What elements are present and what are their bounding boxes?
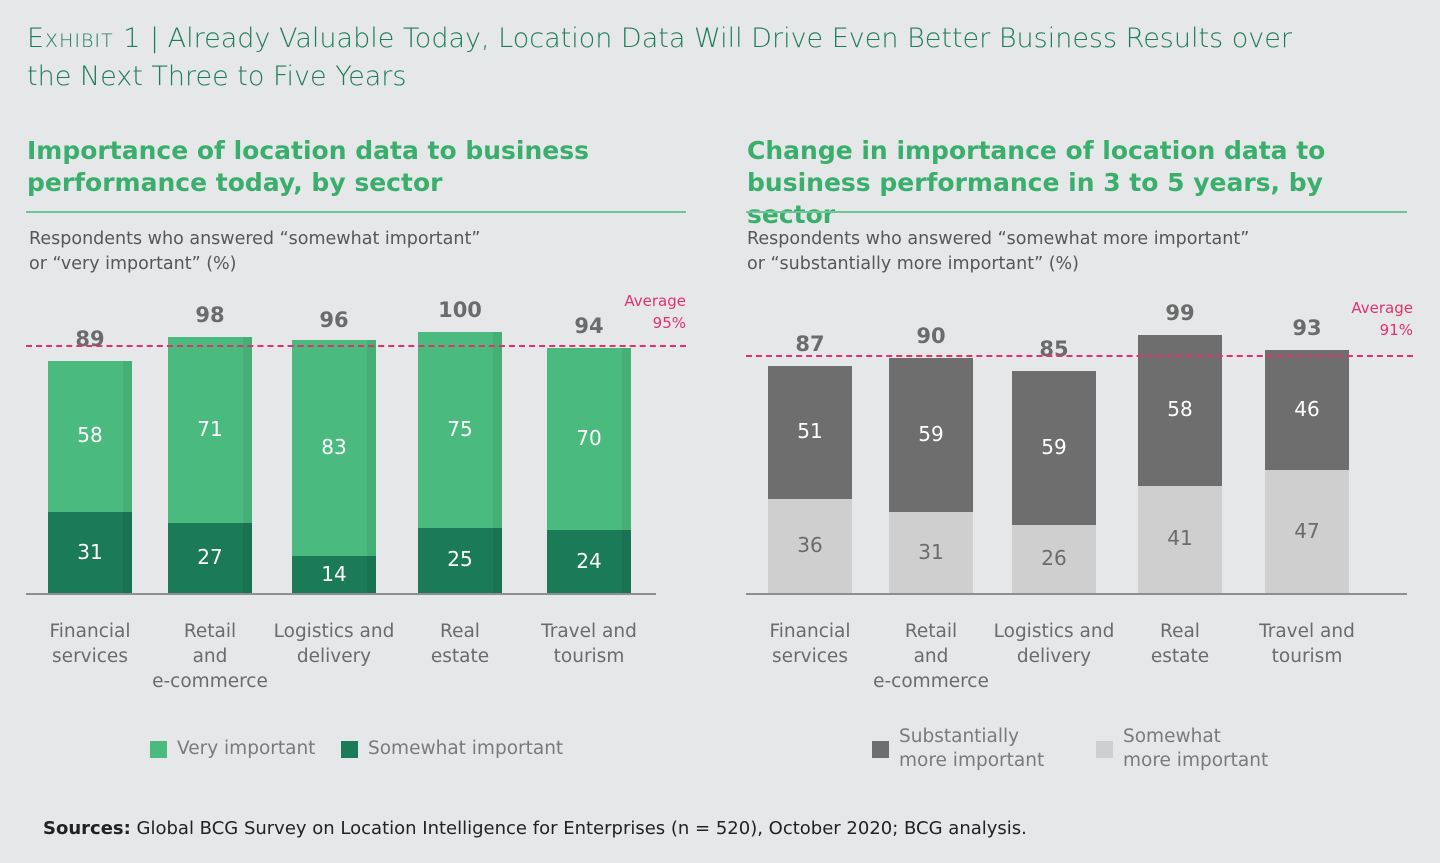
legend-label: Somewhat important [368, 738, 564, 759]
bar-total-label: 100 [438, 298, 482, 322]
category-label: Financial services [769, 621, 851, 667]
category-label: Logistics and delivery [993, 621, 1115, 667]
bar-segment [768, 499, 852, 593]
right-chart-title: Change in importance of location data to… [747, 136, 1326, 229]
bar-total-label: 89 [75, 326, 105, 351]
bar-value-label: 46 [1294, 397, 1320, 422]
bar-segment [889, 358, 973, 513]
bar-value-label: 31 [77, 539, 103, 564]
bar-segment [547, 530, 631, 593]
exhibit-title: Exhibit 1 | Already Valuable Today, Loca… [27, 20, 1327, 96]
bar-total-label: 96 [319, 308, 349, 333]
category-label: Financial services [49, 621, 131, 667]
bar-segment [1265, 350, 1349, 471]
bar-value-label: 58 [77, 423, 103, 448]
bar-value-label: 26 [1041, 546, 1067, 571]
bar-value-label: 51 [797, 419, 823, 444]
bar-segment [292, 339, 376, 557]
bar-value-label: 58 [1167, 397, 1193, 422]
bar-value-label: 24 [576, 548, 602, 573]
bar-segment [418, 527, 502, 593]
bar-segment [1012, 525, 1096, 593]
bar-segment [1265, 470, 1349, 593]
category-label: Retail and e-commerce [152, 621, 268, 692]
bar-value-label: 41 [1167, 526, 1193, 551]
bar-value-label: 36 [797, 533, 823, 558]
bar-segment [48, 360, 132, 513]
legend-somewhat-more: Somewhat more important [1096, 725, 1268, 773]
bar-total-label: 99 [1165, 300, 1195, 325]
bar-segment [168, 522, 252, 593]
sources-note: Sources: Global BCG Survey on Location I… [43, 818, 1027, 839]
category-label: Real estate [430, 621, 490, 667]
left-title-rule [26, 211, 686, 213]
left-chart-title: Importance of location data to business … [27, 136, 590, 197]
bar-segment [547, 347, 631, 531]
bar-total-label: 90 [916, 324, 946, 349]
bar-total-label: 85 [1039, 337, 1069, 362]
bar-value-label: 25 [447, 547, 473, 572]
bar-segment [418, 332, 502, 528]
average-label: Average 91% [1351, 299, 1413, 339]
bar-total-label: 98 [195, 303, 225, 328]
category-label: Travel and tourism [541, 621, 637, 667]
bar-segment [768, 365, 852, 500]
bar-value-label: 59 [918, 422, 944, 447]
bar-value-label: 47 [1294, 518, 1320, 543]
average-line [746, 355, 1413, 358]
exhibit-label: Exhibit 1 [27, 23, 142, 54]
legend-label: Somewhat more important [1123, 726, 1269, 771]
bar-value-label: 31 [918, 539, 944, 564]
sources-text: Global BCG Survey on Location Intelligen… [130, 818, 1027, 839]
legend-swatch-very-important [150, 741, 167, 758]
bar-segment [292, 556, 376, 593]
category-label: Travel and tourism [1259, 621, 1355, 667]
bar-total-label: 94 [574, 313, 604, 338]
category-label: Logistics and delivery [273, 621, 395, 667]
category-label: Real estate [1150, 621, 1210, 667]
legend-substantially-more: Substantially more important [872, 725, 1044, 773]
bar-segment [1138, 334, 1222, 486]
sources-label: Sources: [43, 818, 131, 839]
bar-segment [48, 512, 132, 593]
bar-value-label: 27 [197, 544, 223, 569]
right-title-rule [746, 211, 1407, 213]
exhibit-heading: Already Valuable Today, Location Data Wi… [27, 23, 1292, 92]
legend-swatch-somewhat-more [1096, 741, 1113, 758]
bar-segment [168, 337, 252, 523]
legend-very-important: Very important [150, 737, 315, 761]
bar-value-label: 75 [447, 416, 473, 441]
bar-value-label: 83 [321, 435, 347, 460]
x-axis-line [746, 593, 1407, 595]
bar-segment [1012, 371, 1096, 526]
bar-total-label: 93 [1292, 316, 1322, 341]
bar-value-label: 59 [1041, 435, 1067, 460]
average-label: Average 95% [624, 292, 686, 332]
bar-total-label: 87 [795, 331, 825, 356]
legend-swatch-somewhat-important [341, 741, 358, 758]
legend-label: Substantially more important [899, 726, 1045, 771]
category-label: Retail and e-commerce [873, 621, 989, 692]
bar-segment [1138, 485, 1222, 593]
right-chart-subtitle: Respondents who answered “somewhat more … [747, 229, 1250, 274]
average-line [26, 345, 686, 348]
bar-value-label: 70 [576, 426, 602, 450]
bar-segment [889, 512, 973, 593]
bar-value-label: 14 [321, 561, 347, 586]
left-chart-subtitle: Respondents who answered “somewhat impor… [29, 229, 481, 274]
legend-label: Very important [177, 738, 316, 759]
x-axis-line [26, 593, 656, 595]
legend-swatch-substantially-more [872, 741, 889, 758]
bar-value-label: 71 [197, 416, 223, 441]
exhibit-separator: | [141, 23, 168, 54]
legend-somewhat-important: Somewhat important [341, 737, 563, 761]
